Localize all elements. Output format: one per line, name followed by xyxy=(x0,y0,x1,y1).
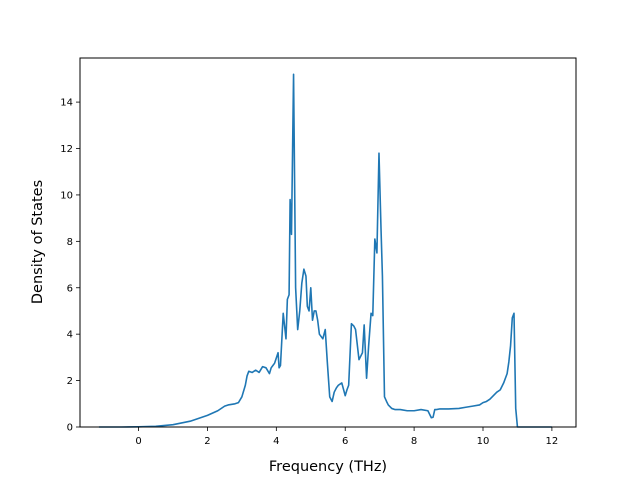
x-tick-label: 12 xyxy=(546,436,559,447)
y-tick-label: 2 xyxy=(67,376,73,387)
y-tick-label: 14 xyxy=(60,98,73,109)
x-tick-label: 10 xyxy=(477,436,490,447)
y-tick-label: 6 xyxy=(67,283,73,294)
y-tick-label: 8 xyxy=(67,237,73,248)
x-tick-label: 8 xyxy=(411,436,417,447)
x-tick-label: 0 xyxy=(135,436,141,447)
tick-layer: 0 2 4 6 8 10 12 0 2 4 6 8 10 12 14 xyxy=(60,98,558,447)
series-layer xyxy=(98,73,552,428)
x-axis-label: Frequency (THz) xyxy=(269,459,387,475)
y-tick-label: 12 xyxy=(60,144,73,155)
y-axis-label: Density of States xyxy=(30,180,46,304)
x-tick-label: 2 xyxy=(204,436,210,447)
x-tick-label: 4 xyxy=(273,436,279,447)
y-tick-label: 0 xyxy=(67,423,73,434)
series-line-0 xyxy=(98,73,552,428)
y-tick-label: 4 xyxy=(67,330,73,341)
y-tick-label: 10 xyxy=(60,190,73,201)
plot-frame xyxy=(79,57,577,428)
x-tick-label: 6 xyxy=(342,436,348,447)
